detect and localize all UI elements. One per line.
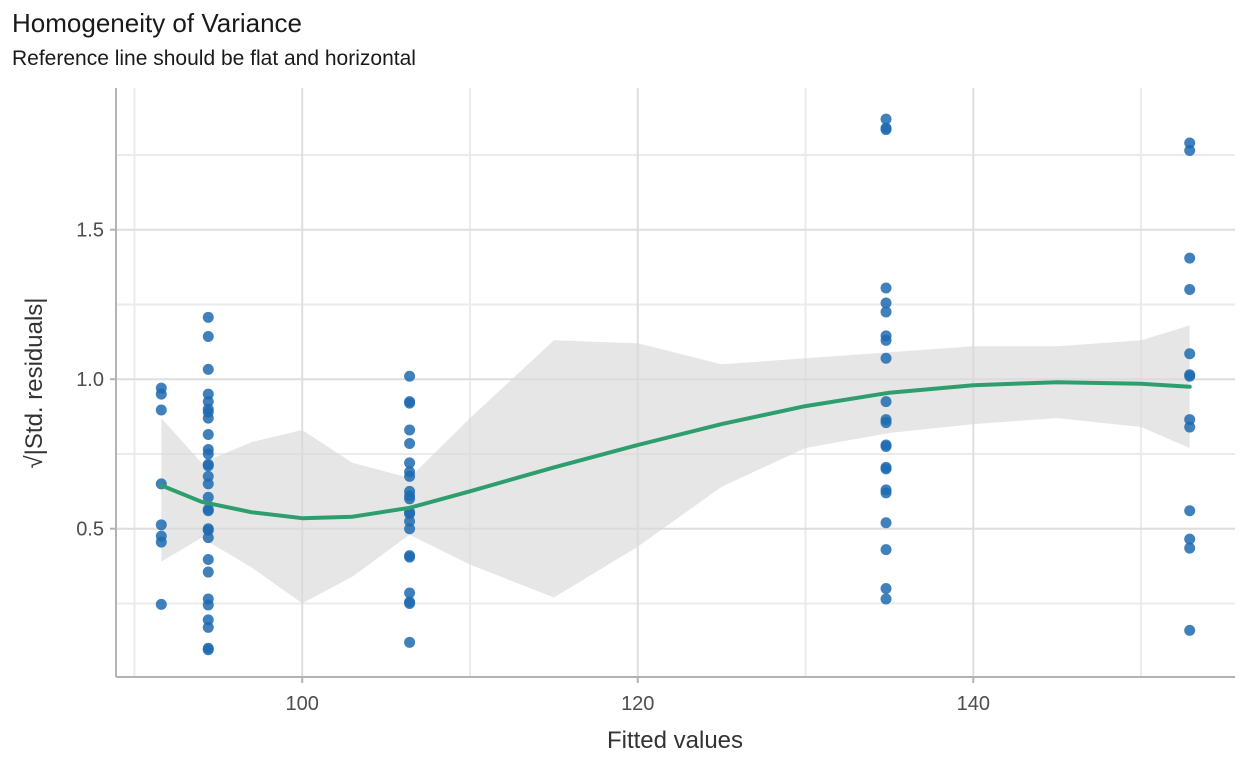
data-point — [155, 598, 167, 610]
data-point — [880, 487, 892, 499]
data-point — [202, 621, 214, 633]
y-axis-title: √|Std. residuals| — [21, 297, 48, 468]
smooth-line — [159, 380, 1192, 521]
data-point — [404, 370, 416, 382]
data-point — [880, 297, 892, 309]
data-point — [202, 330, 214, 342]
data-point — [880, 593, 892, 605]
data-point — [1184, 533, 1196, 545]
data-point — [880, 352, 892, 364]
data-point — [202, 311, 214, 323]
data-point — [1184, 542, 1196, 554]
data-point — [155, 519, 167, 531]
data-point — [880, 583, 892, 595]
axes — [110, 88, 1235, 683]
data-point — [202, 599, 214, 611]
data-point — [1184, 505, 1196, 517]
data-point — [1184, 370, 1196, 382]
data-point — [202, 363, 214, 375]
data-point — [1184, 348, 1196, 360]
x-tick-label: 100 — [286, 693, 319, 715]
data-point — [404, 424, 416, 436]
data-point — [404, 636, 416, 648]
data-point — [404, 587, 416, 599]
data-point — [155, 388, 167, 400]
data-point — [404, 397, 416, 409]
chart-subtitle: Reference line should be flat and horizo… — [12, 47, 416, 70]
data-point — [404, 437, 416, 449]
data-point — [1184, 252, 1196, 264]
data-points — [155, 113, 1196, 656]
data-point — [1184, 284, 1196, 296]
data-point — [404, 551, 416, 563]
chart-title: Homogeneity of Variance — [12, 8, 303, 38]
data-point — [404, 457, 416, 469]
data-point — [202, 448, 214, 460]
data-point — [880, 517, 892, 529]
data-point — [202, 491, 214, 503]
data-point — [880, 440, 892, 452]
data-point — [880, 282, 892, 294]
data-point — [202, 412, 214, 424]
data-point — [202, 644, 214, 656]
data-point — [155, 404, 167, 416]
data-point — [1184, 144, 1196, 156]
confidence-band — [161, 325, 1190, 604]
data-point — [202, 460, 214, 472]
data-point — [155, 536, 167, 548]
x-axis-title: Fitted values — [607, 727, 743, 754]
data-point — [404, 523, 416, 535]
data-point — [880, 124, 892, 136]
data-point — [880, 113, 892, 125]
data-point — [404, 597, 416, 609]
data-point — [880, 417, 892, 429]
data-point — [202, 505, 214, 517]
data-point — [404, 470, 416, 482]
data-point — [880, 463, 892, 475]
data-point — [880, 544, 892, 556]
data-point — [880, 396, 892, 408]
data-point — [1184, 421, 1196, 433]
data-point — [202, 478, 214, 490]
data-point — [880, 334, 892, 346]
data-point — [1184, 624, 1196, 636]
y-tick-label: 0.5 — [76, 519, 104, 541]
data-point — [202, 532, 214, 544]
data-point — [202, 429, 214, 441]
x-tick-label: 120 — [621, 693, 654, 715]
data-point — [202, 553, 214, 565]
data-point — [880, 306, 892, 318]
data-point — [202, 566, 214, 578]
y-tick-label: 1.0 — [76, 369, 104, 391]
y-tick-label: 1.5 — [76, 220, 104, 242]
x-tick-label: 140 — [957, 693, 990, 715]
tick-labels: 100 120 140 0.5 1.0 1.5 — [76, 220, 990, 715]
data-point — [404, 493, 416, 505]
